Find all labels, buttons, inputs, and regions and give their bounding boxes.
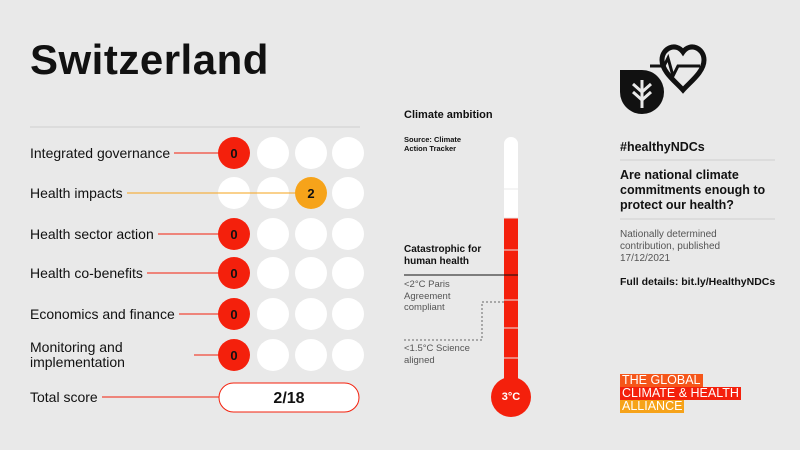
score-slot xyxy=(332,218,364,250)
score-dot xyxy=(218,137,250,169)
score-slot xyxy=(257,298,289,330)
score-value: 0 xyxy=(230,307,237,322)
row-label: Health impacts xyxy=(30,184,123,201)
row-label: Monitoring and implementation xyxy=(30,339,125,370)
row-label: Health sector action xyxy=(30,225,154,242)
country-title: Switzerland xyxy=(30,36,269,83)
score-slot xyxy=(332,339,364,371)
total-pill xyxy=(218,382,360,413)
score-slot xyxy=(295,298,327,330)
score-dot xyxy=(218,339,250,371)
thermo-bulb xyxy=(491,377,531,417)
details-link[interactable]: Full details: bit.ly/HealthyNDCs xyxy=(620,276,776,288)
hashtag: #healthyNDCs xyxy=(620,140,705,154)
score-slot xyxy=(295,137,327,169)
score-slot xyxy=(332,137,364,169)
paris-line xyxy=(404,301,504,341)
score-slot xyxy=(332,298,364,330)
score-value: 2 xyxy=(307,186,314,201)
score-slot xyxy=(295,257,327,289)
score-dot xyxy=(218,257,250,289)
paris-label: <2°C Paris Agreement compliant xyxy=(404,279,451,313)
score-value: 0 xyxy=(230,348,237,363)
score-slot xyxy=(332,177,364,209)
row-label: Integrated governance xyxy=(30,144,171,161)
ndc-note: Nationally determined contribution, publ… xyxy=(620,229,721,264)
score-dot xyxy=(218,218,250,250)
score-slot xyxy=(257,218,289,250)
score-slot xyxy=(295,218,327,250)
thermo-ticks xyxy=(504,188,518,359)
score-value: 0 xyxy=(230,227,237,242)
science-label: <1.5°C Science aligned xyxy=(404,343,470,366)
logo-line: THE GLOBAL xyxy=(620,373,703,387)
row-label: Health co-benefits xyxy=(30,264,143,281)
score-slot xyxy=(332,257,364,289)
logo-line: CLIMATE & HEALTH xyxy=(620,386,741,400)
score-dot xyxy=(295,177,327,209)
thermo-reading: 3°C xyxy=(501,391,521,403)
logo-line: ALLIANCE xyxy=(620,399,685,413)
score-slot xyxy=(295,339,327,371)
thermo-source: Source: Climate Action Tracker xyxy=(404,135,462,153)
score-value: 0 xyxy=(230,146,237,161)
score-slot xyxy=(257,257,289,289)
question: Are national climate commitments enough … xyxy=(620,168,766,212)
score-dot xyxy=(218,298,250,330)
thermo-fill xyxy=(504,218,518,388)
score-slot xyxy=(257,339,289,371)
logo: THE GLOBAL CLIMATE & HEALTH ALLIANCE xyxy=(620,374,741,413)
thermo-heading: Climate ambition xyxy=(404,109,493,121)
total-value: 2/18 xyxy=(273,390,304,407)
score-value: 0 xyxy=(230,266,237,281)
row-label: Economics and finance xyxy=(30,305,175,322)
catastrophic-label: Catastrophic for human health xyxy=(404,244,482,267)
score-slot xyxy=(257,137,289,169)
icon xyxy=(620,44,707,114)
total-label: Total score xyxy=(30,388,98,405)
